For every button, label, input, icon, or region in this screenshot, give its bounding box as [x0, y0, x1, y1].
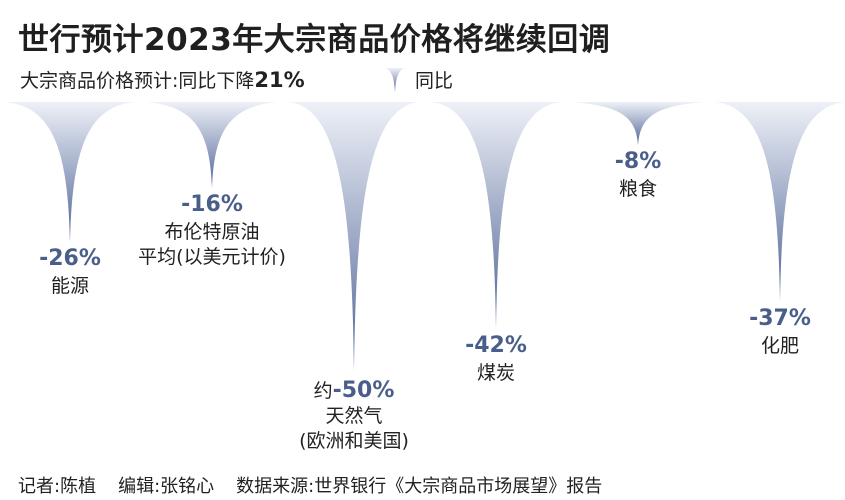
value-prefix: 约	[313, 380, 333, 402]
category-label-line: 平均(以美元计价)	[138, 246, 286, 269]
category-label-line: 能源	[50, 275, 90, 298]
legend-label: 同比	[415, 70, 454, 92]
value-number: -37%	[749, 305, 811, 331]
category-label-6: 化肥	[761, 334, 799, 359]
spike-2	[146, 102, 278, 189]
chart-title: 世行预计2023年大宗商品价格将继续回调	[18, 22, 611, 58]
value-number: -8%	[614, 149, 662, 175]
value-label-2: -16%	[181, 192, 243, 217]
value-number: -16%	[181, 192, 243, 218]
footer-editor: 编辑:张铭心	[118, 476, 215, 497]
footer: 记者:陈植 编辑:张铭心 数据来源:世界银行《大宗商品市场展望》报告	[18, 472, 624, 498]
value-label-4: -42%	[465, 333, 527, 358]
category-label-1: 能源	[51, 274, 89, 299]
spike-6	[714, 102, 845, 302]
category-label-line: 粮食	[618, 178, 658, 201]
spike-4	[430, 102, 562, 329]
footer-reporter: 记者:陈植	[18, 476, 97, 497]
category-label-2: 布伦特原油 平均(以美元计价)	[138, 220, 286, 270]
value-label-6: -37%	[749, 306, 811, 331]
value-label-3: 约-50%	[314, 376, 395, 403]
legend-spike-icon	[385, 68, 405, 92]
footer-source: 数据来源:世界银行《大宗商品市场展望》报告	[236, 476, 603, 497]
value-label-1: -26%	[39, 246, 101, 271]
spike-1	[4, 102, 136, 243]
subtitle-highlight: 21%	[254, 68, 305, 92]
spike-3	[288, 102, 420, 372]
chart-subtitle: 大宗商品价格预计:同比下降21%	[20, 66, 305, 93]
category-label-4: 煤炭	[477, 361, 515, 386]
value-number: -26%	[39, 246, 101, 272]
category-label-line: (欧洲和美国)	[299, 430, 409, 452]
value-number: -50%	[332, 378, 395, 403]
category-label-3: 天然气 (欧洲和美国)	[299, 404, 409, 454]
category-label-line: 布伦特原油	[164, 221, 260, 244]
category-label-line: 化肥	[760, 334, 800, 357]
subtitle-prefix: 大宗商品价格预计:同比下降	[20, 70, 255, 92]
category-label-line: 天然气	[325, 405, 383, 427]
value-number: -42%	[465, 332, 527, 358]
value-label-5: -8%	[615, 149, 661, 174]
category-label-line: 煤炭	[476, 361, 516, 384]
category-label-5: 粮食	[619, 177, 657, 202]
spike-5	[572, 102, 704, 146]
